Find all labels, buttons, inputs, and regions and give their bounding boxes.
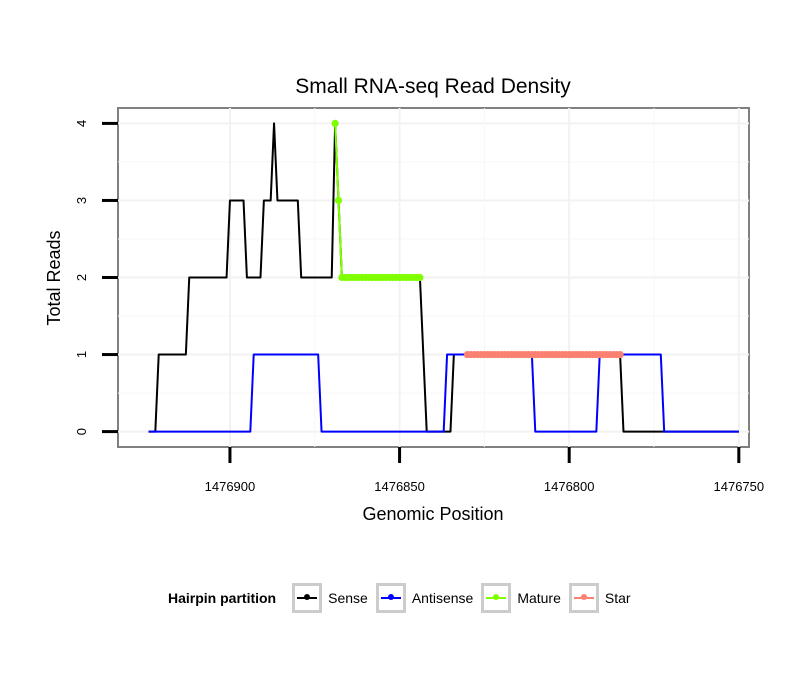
legend-key-mature — [481, 583, 512, 613]
legend-label-sense: Sense — [328, 590, 368, 606]
x-axis-label: Genomic Position — [362, 504, 503, 524]
data-point-mature — [334, 196, 343, 205]
legend-item-antisense: Antisense — [375, 583, 474, 613]
y-tick-label: 0 — [74, 428, 89, 435]
legend-label-mature: Mature — [517, 590, 561, 606]
data-series — [148, 119, 739, 433]
x-tick-label: 1476750 — [714, 479, 765, 494]
y-tick-label: 3 — [74, 197, 89, 204]
y-axis-label: Total Reads — [44, 230, 64, 325]
legend-key-star — [568, 583, 599, 613]
legend: Hairpin partition Sense Antisense Mature… — [168, 578, 639, 618]
x-tick-label: 1476850 — [374, 479, 425, 494]
legend-item-sense: Sense — [292, 583, 368, 613]
legend-key-sense — [292, 583, 323, 613]
y-tick-label: 1 — [74, 351, 89, 358]
y-tick-label: 2 — [74, 274, 89, 281]
legend-item-star: Star — [568, 583, 631, 613]
data-point-star — [616, 350, 624, 359]
y-tick-label: 4 — [74, 120, 89, 127]
x-tick-label: 1476800 — [544, 479, 595, 494]
legend-label-antisense: Antisense — [411, 590, 474, 606]
x-tick-label: 1476900 — [205, 479, 256, 494]
data-point-mature — [416, 273, 424, 282]
legend-item-mature: Mature — [481, 583, 561, 613]
axes: 1476900 1476850 1476800 1476750 0 1 2 3 4 — [74, 120, 764, 494]
legend-label-star: Star — [604, 590, 631, 606]
legend-key-antisense — [375, 583, 406, 613]
chart-title: Small RNA-seq Read Density — [295, 75, 571, 98]
legend-title: Hairpin partition — [168, 590, 277, 606]
data-point-mature — [331, 119, 339, 128]
